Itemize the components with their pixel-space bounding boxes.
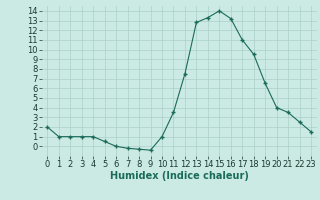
X-axis label: Humidex (Indice chaleur): Humidex (Indice chaleur): [110, 171, 249, 181]
